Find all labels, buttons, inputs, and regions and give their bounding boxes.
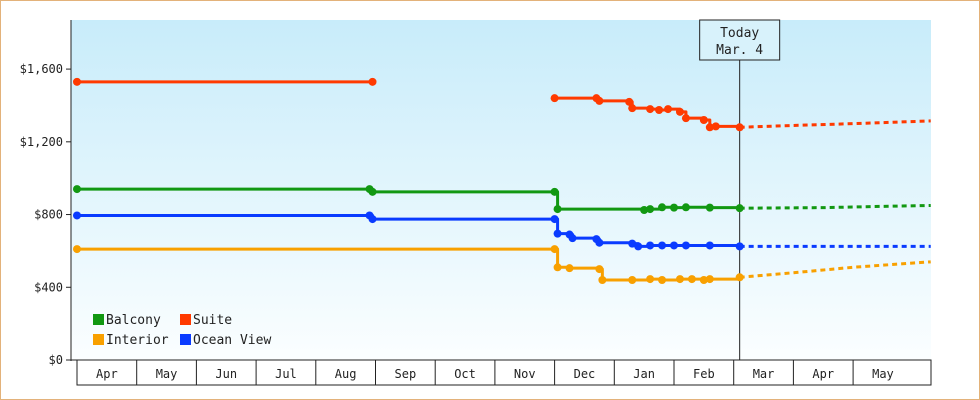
data-point-suite (625, 97, 634, 106)
data-point-ocean-view (705, 241, 714, 250)
data-point-interior (550, 245, 559, 254)
x-axis: Apr May Jun Jul Aug Sep Oct Nov Dec Jan Feb Mar Apr M… (71, 359, 932, 386)
data-point-suite (655, 106, 664, 114)
x-tick-label: May (872, 367, 894, 381)
data-point-suite (705, 123, 714, 132)
data-point-interior (73, 245, 81, 254)
data-point-ocean-view (634, 242, 643, 251)
data-point-balcony (550, 187, 559, 196)
data-point-ocean-view (681, 241, 690, 250)
data-point-ocean-view (550, 215, 559, 224)
data-point-suite (735, 123, 744, 132)
data-point-interior (628, 276, 637, 284)
data-point-ocean-view (646, 241, 655, 250)
y-tick-label: $1,600 (20, 62, 63, 76)
data-point-interior (687, 275, 696, 284)
data-point-interior (699, 276, 708, 284)
data-point-ocean-view (568, 234, 577, 243)
y-tick-label: $1,200 (20, 135, 63, 149)
legend-label: Ocean View (193, 333, 271, 348)
data-point-balcony (670, 203, 678, 212)
today-date-label: Mar. 4 (716, 43, 763, 58)
x-tick-label: Jul (275, 367, 297, 381)
today-label: Today (720, 26, 759, 41)
data-point-ocean-view (628, 239, 637, 248)
data-point-balcony (368, 187, 377, 196)
data-point-suite (595, 96, 604, 105)
legend-swatch (93, 334, 104, 345)
data-point-balcony (705, 203, 714, 212)
x-tick-label: Apr (812, 367, 834, 381)
data-point-balcony (658, 203, 667, 212)
y-axis: $0 $400 $800 $1,200 $1,600 (20, 20, 72, 367)
x-tick-label: Sep (395, 367, 417, 381)
x-tick-label: Nov (514, 367, 536, 381)
data-point-suite (681, 114, 690, 123)
data-point-suite (646, 105, 655, 114)
today-box (699, 19, 781, 61)
data-point-suite (675, 107, 684, 116)
data-point-suite (368, 77, 377, 86)
y-tick-label: $0 (49, 353, 63, 367)
data-point-ocean-view (670, 241, 678, 250)
data-point-balcony (73, 185, 81, 194)
legend-label: Suite (193, 313, 232, 328)
x-tick-label: Mar (753, 367, 775, 381)
data-point-ocean-view (595, 238, 604, 247)
x-axis-band (76, 359, 932, 386)
data-point-interior (658, 276, 667, 284)
data-point-balcony (646, 205, 655, 214)
x-tick-label: Apr (96, 367, 118, 381)
data-point-interior (565, 264, 574, 273)
data-point-suite (628, 104, 637, 113)
data-point-interior (675, 275, 684, 284)
data-point-suite (699, 116, 708, 124)
data-point-ocean-view (368, 215, 377, 224)
data-point-ocean-view (553, 229, 562, 238)
x-tick-label: May (156, 367, 178, 381)
x-tick-label: Feb (693, 367, 715, 381)
data-point-interior (553, 263, 562, 272)
data-point-suite (711, 122, 720, 131)
legend: Balcony Suite Interior Ocean View (93, 313, 271, 348)
data-point-ocean-view (73, 211, 81, 220)
legend-swatch (93, 314, 104, 325)
today-marker: Today Mar. 4 (699, 19, 781, 360)
data-point-balcony (553, 205, 562, 214)
x-tick-label: Oct (454, 367, 476, 381)
series-lines (73, 77, 931, 284)
data-point-ocean-view (658, 241, 667, 250)
x-tick-label: Dec (574, 367, 596, 381)
data-point-suite (73, 77, 81, 86)
data-point-balcony (640, 206, 649, 214)
data-point-interior (705, 275, 714, 284)
data-point-interior (598, 276, 607, 284)
data-point-suite (550, 94, 559, 103)
forecast-line-suite (739, 119, 931, 129)
x-tick-label: Jan (633, 367, 655, 381)
legend-swatch (180, 314, 191, 325)
data-point-interior (646, 275, 655, 284)
legend-swatch (180, 334, 191, 345)
data-point-interior (595, 265, 604, 274)
legend-label: Balcony (106, 313, 161, 328)
data-point-suite (664, 105, 673, 114)
y-tick-label: $800 (34, 208, 63, 222)
x-tick-label: Jun (215, 367, 237, 381)
x-tick-label: Aug (335, 367, 357, 381)
y-tick-label: $400 (34, 280, 63, 294)
legend-label: Interior (106, 333, 169, 348)
data-point-balcony (681, 203, 690, 212)
forecast-line-interior (739, 260, 931, 279)
